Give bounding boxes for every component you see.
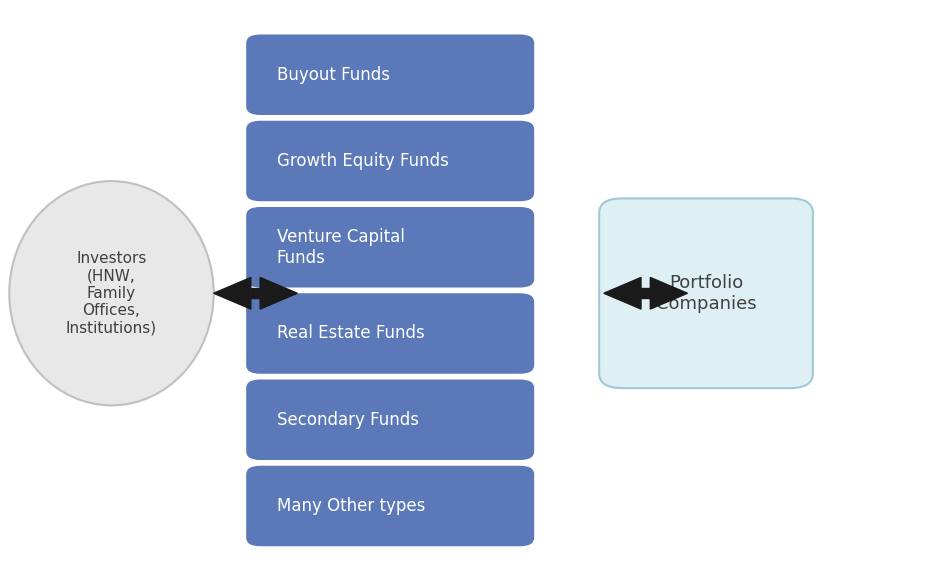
FancyBboxPatch shape: [246, 380, 534, 460]
Ellipse shape: [9, 181, 213, 405]
Text: Real Estate Funds: Real Estate Funds: [277, 324, 424, 343]
Polygon shape: [251, 288, 260, 298]
Text: Buyout Funds: Buyout Funds: [277, 66, 390, 84]
Text: Portfolio
Companies: Portfolio Companies: [655, 274, 755, 313]
Text: Investors
(HNW,
Family
Offices,
Institutions): Investors (HNW, Family Offices, Institut…: [66, 251, 157, 336]
FancyBboxPatch shape: [246, 121, 534, 201]
Polygon shape: [213, 277, 251, 309]
FancyBboxPatch shape: [246, 34, 534, 115]
FancyBboxPatch shape: [246, 207, 534, 288]
FancyBboxPatch shape: [246, 466, 534, 546]
Polygon shape: [603, 277, 640, 309]
Text: Secondary Funds: Secondary Funds: [277, 411, 419, 429]
Text: Venture Capital
Funds: Venture Capital Funds: [277, 228, 405, 267]
Polygon shape: [650, 277, 687, 309]
FancyBboxPatch shape: [599, 198, 812, 388]
Text: Many Other types: Many Other types: [277, 497, 425, 515]
Polygon shape: [640, 288, 650, 298]
Text: Growth Equity Funds: Growth Equity Funds: [277, 152, 448, 170]
Polygon shape: [260, 277, 297, 309]
FancyBboxPatch shape: [246, 293, 534, 374]
